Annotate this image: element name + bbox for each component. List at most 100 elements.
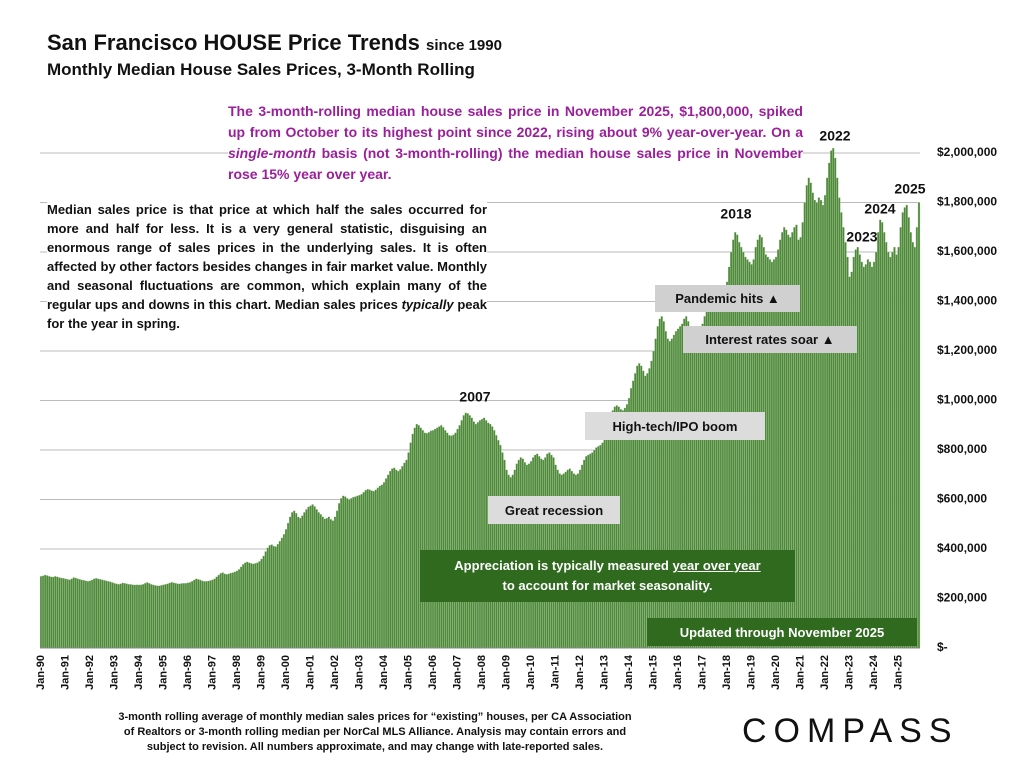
bar [164,583,167,649]
bar [421,430,425,649]
bar [466,413,469,649]
text-part: basis (not 3-month-rolling) the median h… [228,145,803,182]
bar [80,579,84,649]
bar [619,409,623,649]
bar [474,423,478,649]
x-tick-label: Jan-06 [427,655,439,690]
bar [160,584,163,649]
bar [239,566,243,649]
bar [433,428,437,649]
x-tick-label: Jan-92 [84,655,96,690]
bar [470,417,474,649]
bar [444,430,447,649]
x-tick-label: Jan-98 [231,655,243,690]
x-tick-label: Jan-03 [353,655,365,690]
appreciation-box: Appreciation is typically measured year … [420,550,795,602]
bar [305,509,308,649]
updated-box: Updated through November 2025 [647,618,917,646]
bar [344,496,347,649]
callout: Great recession [488,496,620,524]
bar [109,581,112,649]
bar [48,576,51,649]
bar [615,405,618,649]
x-tick-label: Jan-02 [329,655,341,690]
bar [313,506,316,649]
bar [54,576,57,649]
bar [131,584,135,649]
bar [458,425,461,649]
bar [184,583,188,649]
y-tick-label: $1,600,000 [937,244,997,258]
bar [342,495,345,649]
bar [879,219,882,649]
bar [499,444,502,649]
bar [143,583,147,649]
bar [50,576,53,649]
x-tick-label: Jan-13 [598,655,610,690]
x-tick-label: Jan-12 [574,655,586,690]
bar [152,584,155,649]
bar [640,365,643,649]
x-tick-label: Jan-14 [623,654,635,690]
bar [382,482,386,649]
bar [117,583,120,649]
x-tick-label: Jan-93 [108,655,120,690]
bar [99,579,102,649]
bar [376,487,380,649]
text-part: typically [401,297,454,312]
bar [170,582,173,649]
x-tick-label: Jan-00 [280,655,292,690]
bar [111,582,114,649]
bar [597,446,600,649]
bar [415,423,418,649]
bar [478,420,482,649]
bar [803,202,806,649]
bar [62,578,65,649]
x-tick-label: Jan-20 [770,655,782,690]
x-tick-label: Jan-90 [35,655,47,690]
bar [838,197,841,649]
bar [139,584,143,649]
bar [815,202,819,649]
callout: Pandemic hits ▲ [655,285,800,312]
bar [366,488,369,649]
x-tick-label: Jan-19 [745,655,757,690]
bar [440,425,443,649]
bar [231,572,235,649]
bar [852,256,855,649]
bar [41,575,45,649]
highlight-text: The 3-month-rolling median house sales p… [228,101,803,185]
subtitle: Monthly Median House Sales Prices, 3-Mon… [47,60,475,79]
bar [378,485,382,649]
bar [915,227,919,649]
bar [166,583,169,649]
bar [86,581,90,649]
bar [840,212,843,649]
bar [611,410,614,649]
chart-title: San Francisco HOUSE Price Trends [47,30,420,55]
bar [235,570,239,649]
bar [335,510,339,649]
bar [636,365,639,649]
bar [868,261,872,649]
bar [480,418,484,649]
bar [301,515,304,649]
text-part: single-month [228,145,316,161]
bar [290,512,294,649]
bar [364,489,367,649]
bar [43,574,47,649]
text-part: Median sales price is that price at whic… [47,202,487,312]
bar [148,583,151,649]
x-tick-label: Jan-17 [696,655,708,690]
bar [386,474,390,649]
bar [227,573,231,649]
bar [442,427,445,649]
bar [356,495,359,649]
bar [599,444,602,649]
bar [350,498,353,649]
bar [881,222,884,649]
bar [393,467,396,649]
x-tick-label: Jan-25 [892,655,904,690]
bar [274,546,277,649]
